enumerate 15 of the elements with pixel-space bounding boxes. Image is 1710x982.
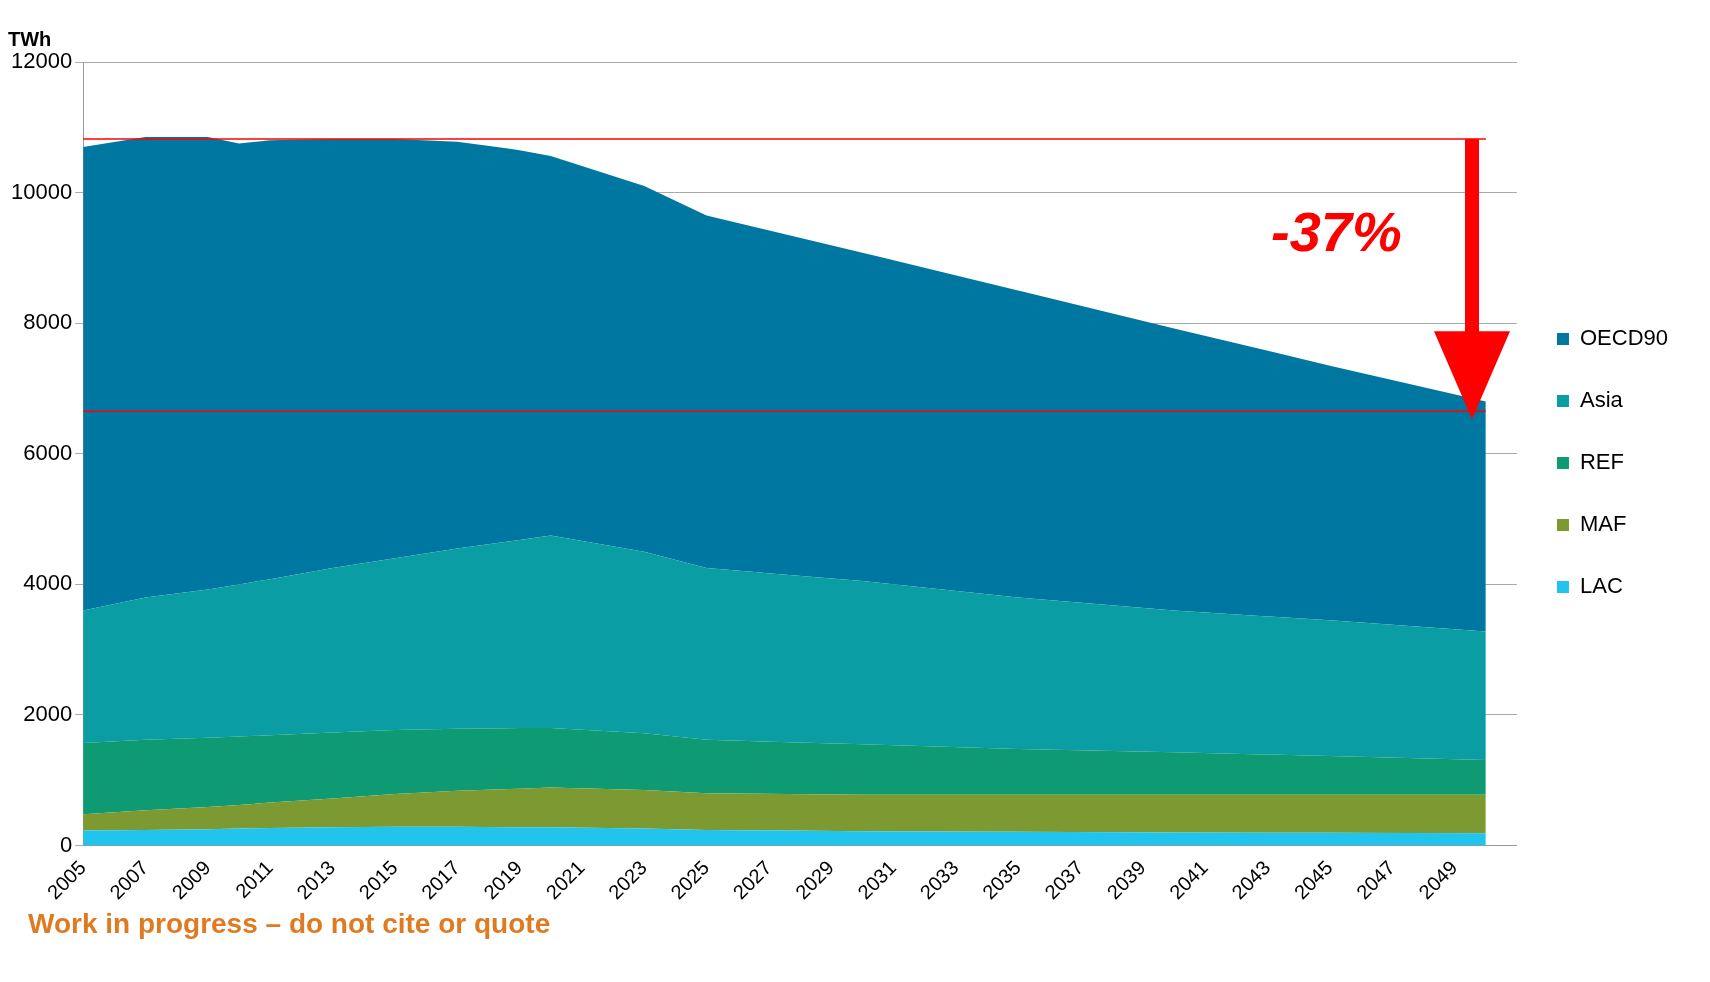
annotation: -37% — [1271, 199, 1402, 263]
legend-label: MAF — [1579, 511, 1627, 537]
legend-label: OECD90 — [1579, 325, 1669, 351]
y-tick-label: 4000 — [23, 570, 73, 596]
y-tick-label: 8000 — [23, 309, 73, 335]
y-tick-label: 6000 — [23, 439, 73, 465]
y-tick-label: 2000 — [23, 701, 73, 727]
y-tick-label: 12000 — [10, 48, 73, 74]
legend-label: Asia — [1579, 387, 1624, 413]
text: Work in progress – do not cite or quote — [27, 908, 552, 940]
legend-label: REF — [1579, 449, 1624, 475]
y-tick-label: 10000 — [10, 178, 73, 204]
legend-label: LAC — [1579, 573, 1623, 599]
y-axis-title: TWh — [8, 27, 52, 50]
y-tick-label: 0 — [59, 831, 73, 857]
